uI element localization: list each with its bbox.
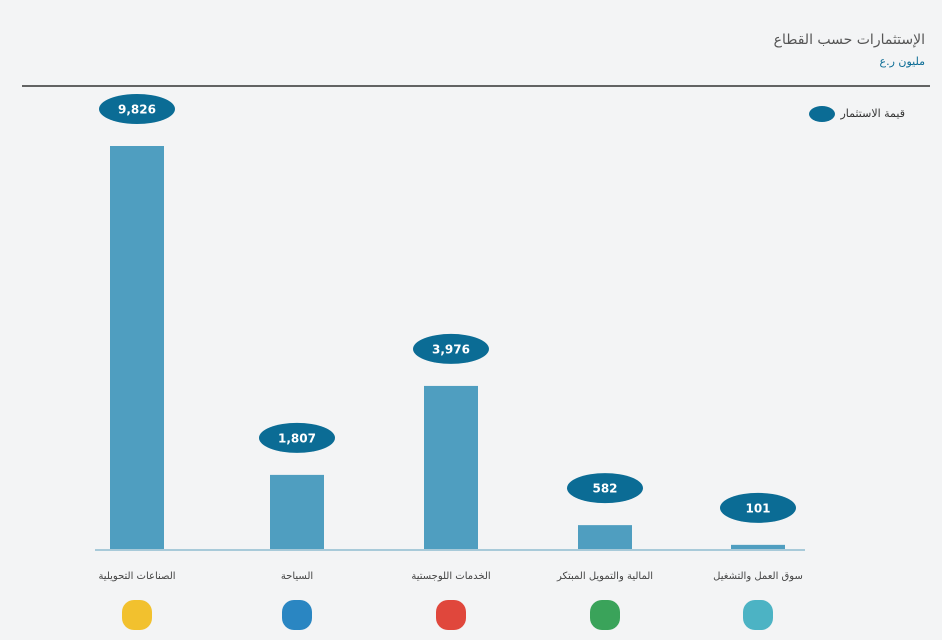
- value-badge: [720, 492, 796, 523]
- x-tick-label: المالية والتمويل المبتكر: [556, 571, 653, 582]
- value-badge: [413, 333, 489, 364]
- bar: [578, 525, 632, 549]
- chart-title: الإستثمارات حسب القطاع: [774, 32, 925, 48]
- bar: [270, 474, 324, 549]
- legend-swatch: [809, 106, 835, 122]
- x-tick-label: الصناعات التحويلية: [98, 571, 175, 582]
- value-label: 101: [745, 501, 770, 515]
- bar: [424, 385, 478, 549]
- x-tick-label: الخدمات اللوجستية: [411, 571, 490, 582]
- x-tick-label: السياحة: [281, 571, 313, 582]
- value-badge: [259, 422, 335, 453]
- value-label: 9,826: [118, 103, 156, 117]
- sector-icons: [122, 600, 773, 630]
- x-tick-label: سوق العمل والتشغيل: [713, 571, 803, 582]
- value-badge: [99, 94, 175, 124]
- icon: [122, 600, 152, 630]
- legend-label: قيمة الاستثمار: [839, 107, 905, 120]
- value-badge: [567, 473, 643, 504]
- icon: [743, 600, 773, 630]
- icon: [436, 600, 466, 630]
- bar: [731, 544, 785, 549]
- value-label: 1,807: [278, 431, 316, 445]
- bar: [110, 146, 164, 549]
- icon: [282, 600, 312, 630]
- value-label: 582: [592, 482, 617, 496]
- chart-subtitle: مليون ر.ع: [880, 55, 926, 68]
- icon: [590, 600, 620, 630]
- value-label: 3,976: [432, 342, 470, 356]
